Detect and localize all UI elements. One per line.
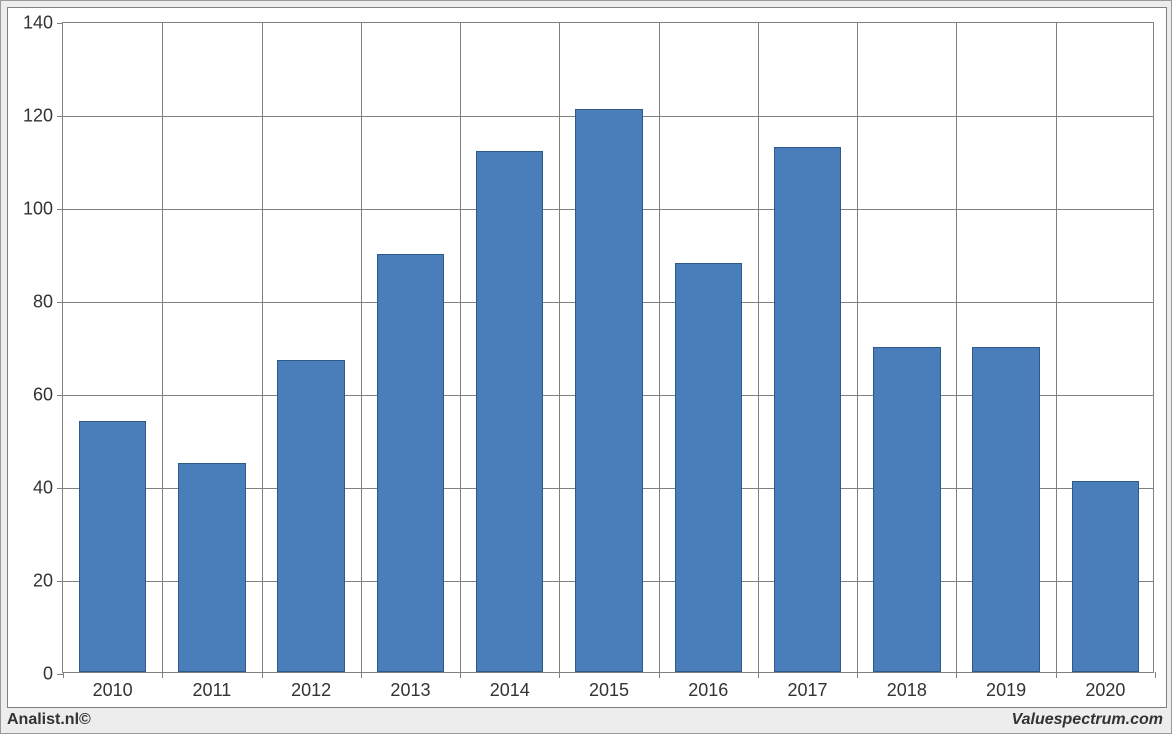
gridline-vertical [1056,23,1057,672]
gridline-vertical [659,23,660,672]
y-axis-label: 60 [33,385,53,406]
y-axis-label: 120 [23,106,53,127]
x-axis-label: 2014 [490,680,530,701]
plot-area: 0204060801001201402010201120122013201420… [62,22,1154,673]
footer-attribution-left: Analist.nl© [7,711,91,729]
gridline-vertical [460,23,461,672]
chart-inner-panel: 0 20 40 60 80 100 120 140 2010 2011 2012 2013 2014 20… [7,7,1167,708]
y-axis-label: 140 [23,13,53,34]
y-tick-mark [57,209,63,210]
y-tick-mark [57,395,63,396]
gridline-vertical [262,23,263,672]
x-axis-label: 2015 [589,680,629,701]
x-tick-mark [758,672,759,678]
bar [277,360,345,672]
bar [675,263,743,672]
x-tick-mark [162,672,163,678]
x-tick-mark [659,672,660,678]
x-tick-mark [262,672,263,678]
x-tick-mark [361,672,362,678]
y-axis-label: 0 [43,664,53,685]
bar [1072,481,1140,672]
chart-container: 0 20 40 60 80 100 120 140 2010 2011 2012 2013 2014 20… [0,0,1172,734]
x-tick-mark [1056,672,1057,678]
bar [575,109,643,672]
y-axis-label: 20 [33,571,53,592]
x-tick-mark [63,672,64,678]
x-axis-label: 2020 [1085,680,1125,701]
gridline-vertical [956,23,957,672]
x-axis-label: 2019 [986,680,1026,701]
x-axis-label: 2016 [688,680,728,701]
y-axis-label: 80 [33,292,53,313]
gridline-vertical [162,23,163,672]
gridline-vertical [559,23,560,672]
bar [873,347,941,673]
bar [178,463,246,672]
footer-attribution-right: Valuespectrum.com [1012,711,1163,729]
x-tick-mark [956,672,957,678]
x-axis-label: 2018 [887,680,927,701]
y-tick-mark [57,302,63,303]
bar [377,254,445,673]
y-axis-label: 100 [23,199,53,220]
x-axis-label: 2010 [93,680,133,701]
x-tick-mark [559,672,560,678]
bar [476,151,544,672]
x-axis-label: 2011 [193,680,232,701]
x-axis-label: 2013 [390,680,430,701]
y-tick-mark [57,116,63,117]
gridline-vertical [361,23,362,672]
y-tick-mark [57,581,63,582]
x-tick-mark [1155,672,1156,678]
y-tick-mark [57,488,63,489]
bar [972,347,1040,673]
y-tick-mark [57,23,63,24]
x-tick-mark [460,672,461,678]
bar [774,147,842,672]
gridline-vertical [857,23,858,672]
x-axis-label: 2012 [291,680,331,701]
x-tick-mark [857,672,858,678]
y-axis-label: 40 [33,478,53,499]
bar [79,421,147,672]
gridline-vertical [758,23,759,672]
x-axis-label: 2017 [788,680,828,701]
